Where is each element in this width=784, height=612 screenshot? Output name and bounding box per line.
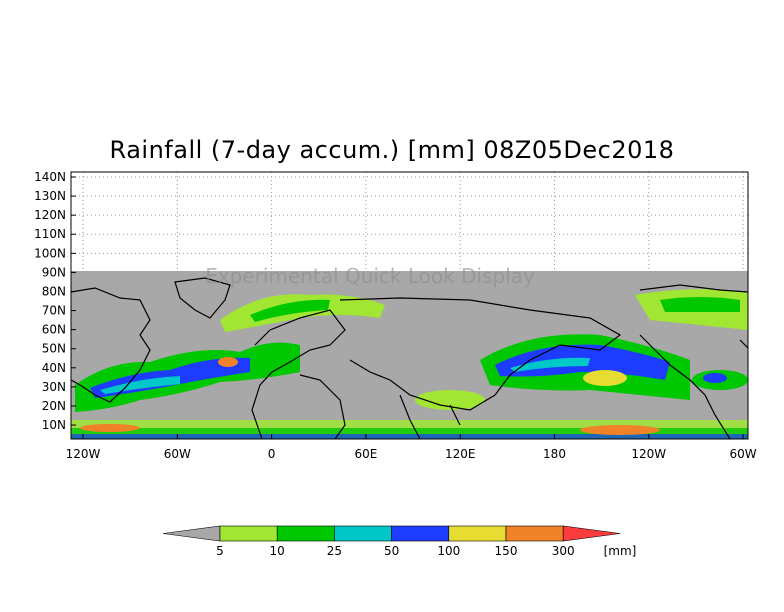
colorbar-tick-label: 5 (216, 544, 224, 558)
colorbar-min-triangle (162, 525, 221, 542)
arctic-rain-core (250, 299, 330, 322)
lat-tick-label: 140N (34, 170, 66, 184)
lon-tick-label: 120E (445, 447, 476, 461)
colorbar-tick-label: 100 (437, 544, 460, 558)
pacific-heavy-rain (583, 370, 627, 386)
lat-tick-label: 60N (42, 323, 66, 337)
colorbar-segment (276, 525, 335, 542)
lat-tick-label: 110N (34, 227, 66, 241)
pacific-rain-mid (510, 357, 590, 372)
colorbar-segment (448, 525, 507, 542)
colorbar-segment (391, 525, 450, 542)
lat-tick-label: 10N (42, 418, 66, 432)
colorbar-max-triangle (562, 525, 621, 542)
ne-pacific-rain-core (660, 297, 740, 312)
lat-tick-label: 80N (42, 284, 66, 298)
lat-tick-label: 120N (34, 208, 66, 222)
itcz-rain-core (71, 428, 748, 439)
colorbar-tick-label: 300 (552, 544, 575, 558)
colorbar: 5 10 25 50 100 150 300 [mm] (162, 525, 637, 558)
coastlines (71, 277, 748, 439)
lat-tick-label: 100N (34, 246, 66, 260)
colorbar-segment (505, 525, 564, 542)
colorbar-tick-label: 150 (495, 544, 518, 558)
lat-tick-label: 30N (42, 380, 66, 394)
colorbar-tick-label: 10 (270, 544, 285, 558)
lon-tick-label: 120W (66, 447, 101, 461)
gulf-rain-core (703, 373, 727, 383)
lat-tick-label: 70N (42, 304, 66, 318)
lon-tick-label: 60E (354, 447, 377, 461)
colorbar-unit-label: [mm] (604, 544, 637, 558)
asia-rain (415, 390, 485, 410)
rainfall-layer (71, 289, 748, 439)
watermark-text: Experimental Quick Look Display (205, 264, 535, 288)
lon-tick-label: 60W (164, 447, 191, 461)
colorbar-tick-label: 50 (384, 544, 399, 558)
arctic-rain-band (220, 294, 385, 332)
lat-tick-label: 20N (42, 399, 66, 413)
latitude-labels: 140N 130N 120N 110N 100N 90N 80N 70N 60N 50N 40N 30… (34, 170, 76, 432)
colorbar-segment (219, 525, 278, 542)
lat-tick-label: 50N (42, 342, 66, 356)
plot-frame (70, 171, 749, 440)
itcz-heavy-pacific (580, 425, 660, 435)
colorbar-tick-label: 25 (327, 544, 342, 558)
lon-tick-label: 120W (631, 447, 666, 461)
colorbar-segment (334, 525, 392, 542)
map-title: Rainfall (7-day accum.) [mm] 08Z05Dec201… (109, 136, 675, 164)
lon-tick-label: 180 (543, 447, 566, 461)
lon-tick-label: 0 (268, 447, 276, 461)
lat-tick-label: 130N (34, 189, 66, 203)
longitude-labels: 120W 60W 0 60E 120E 180 120W 60W (66, 434, 757, 461)
lat-tick-label: 40N (42, 361, 66, 375)
lon-tick-label: 60W (730, 447, 757, 461)
itcz-rain-heavy (71, 434, 748, 439)
atlantic-heavy-rain (218, 357, 238, 367)
lat-tick-label: 90N (42, 265, 66, 279)
itcz-heavy-east-pacific (80, 424, 140, 432)
atlantic-rain-mid (100, 376, 180, 394)
